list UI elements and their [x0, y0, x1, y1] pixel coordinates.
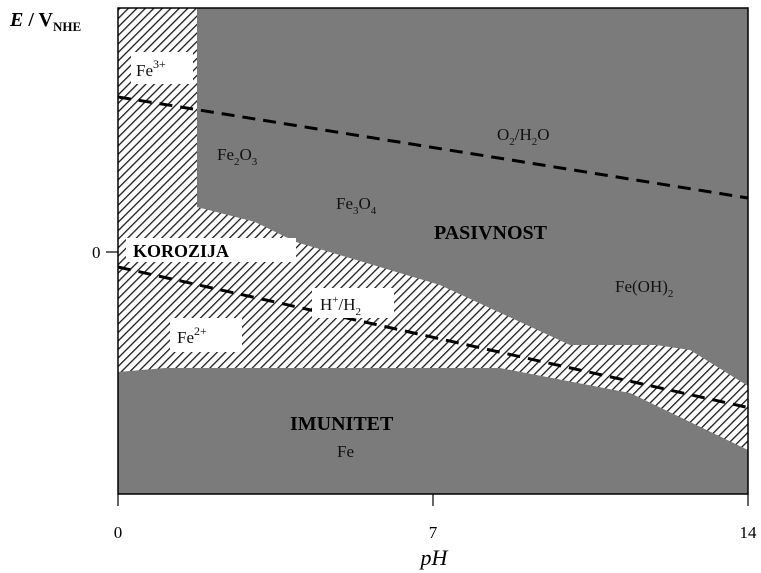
x-axis-label: pH — [419, 545, 449, 570]
o2-h2o-line — [117, 95, 749, 200]
fe3-label: Fe3+ — [136, 57, 166, 80]
passivity-region — [197, 8, 748, 386]
h-h2-label-box — [312, 288, 394, 318]
x-tick-label-7: 7 — [429, 523, 438, 542]
corrosion-label: KOROZIJA — [133, 241, 229, 261]
o2-h2o-label: O2/H2O — [497, 125, 550, 148]
x-tick-label-0: 0 — [114, 523, 123, 542]
h-h2-label: H+/H2 — [320, 294, 361, 318]
immunity-region — [118, 368, 748, 494]
y-axis-label: E / VNHE — [9, 9, 81, 34]
immunity-label: IMUNITET — [290, 413, 394, 435]
h-h2-line — [117, 265, 751, 410]
fe2-label: Fe2+ — [177, 324, 207, 347]
fe3o4-label: Fe3O4 — [336, 194, 377, 217]
fe3-label-box — [131, 52, 193, 84]
fe2-label-box — [170, 318, 242, 352]
passivity-label: PASIVNOST — [434, 222, 548, 244]
fe2o3-label: Fe2O3 — [217, 145, 258, 168]
x-tick-label-14: 14 — [740, 523, 758, 542]
fe-label: Fe — [337, 442, 354, 461]
y-tick-label-0: 0 — [92, 243, 101, 262]
feoh2-label: Fe(OH)2 — [615, 277, 673, 300]
corrosion-label-box — [126, 238, 296, 262]
